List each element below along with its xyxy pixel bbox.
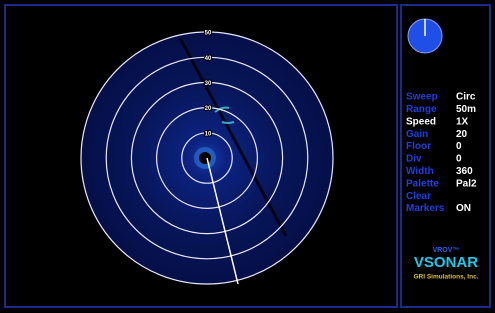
setting-value[interactable]: 1X [456,116,469,127]
setting-value[interactable]: 360 [456,166,473,177]
setting-label[interactable]: Clear [406,191,431,202]
sonar-ui: 10 20 30 40 50 Sweep Circ Range 50m Speed 1X Gain 2… [0,0,495,313]
setting-value[interactable]: Pal2 [456,178,477,189]
setting-label[interactable]: Floor [406,141,431,152]
page: 10 20 30 40 50 Sweep Circ Range 50m Speed 1X Gain 2… [0,0,495,313]
transducer [199,152,211,164]
setting-label[interactable]: Sweep [406,92,438,103]
setting-label[interactable]: Range [406,104,437,115]
setting-value[interactable]: 0 [456,141,462,152]
setting-label[interactable]: Speed [406,116,436,127]
setting-label[interactable]: Markers [406,203,445,214]
setting-value[interactable]: 20 [456,129,468,140]
setting-label[interactable]: Width [406,166,434,177]
logo-title: VSONAR [414,254,478,271]
setting-value[interactable]: Circ [456,92,476,103]
setting-label[interactable]: Div [406,154,422,165]
ring-label: 40 [205,56,212,62]
setting-value[interactable]: ON [456,203,471,214]
setting-value[interactable]: 50m [456,104,476,115]
ring-label: 10 [205,131,212,137]
setting-value[interactable]: 0 [456,154,462,165]
ring-label: 20 [205,106,212,112]
ring-label: 30 [205,81,212,87]
setting-label[interactable]: Gain [406,129,428,140]
logo-brand: VROV™ [433,247,460,254]
setting-label[interactable]: Palette [406,178,439,189]
ring-label: 50 [205,31,212,37]
logo-company: GRI Simulations, Inc. [413,274,478,281]
